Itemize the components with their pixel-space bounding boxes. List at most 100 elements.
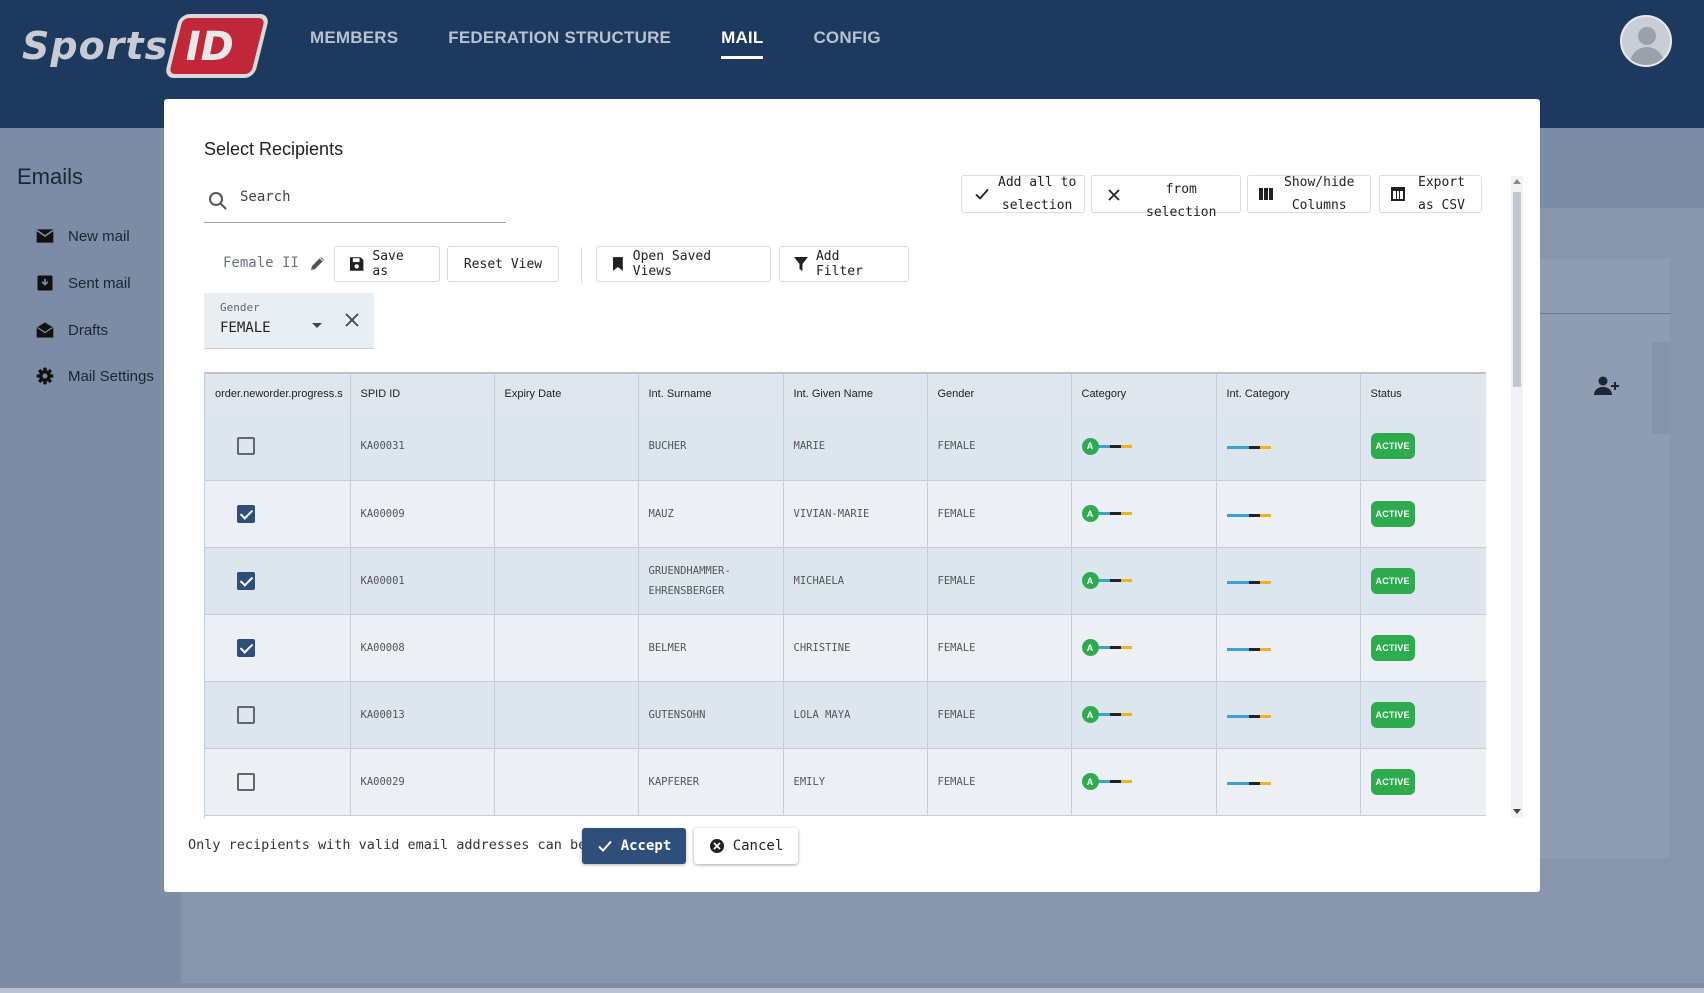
status-badge: ACTIVE [1370,634,1415,661]
remove-filter-icon[interactable] [344,312,360,328]
envelope-icon [36,229,54,243]
table-body: KA00031 BUCHER MARIE FEMALE A ACTIVE KA00009 MA… [205,413,1486,816]
column-header[interactable]: Category [1071,372,1217,413]
cell-expiry-date [494,547,639,615]
column-header[interactable]: Int. Given Name [783,372,928,413]
accept-button[interactable]: Accept [582,828,686,864]
search-field[interactable] [204,177,506,223]
dropdown-arrow-icon[interactable] [311,319,323,331]
recipients-table: order.neworder.progress.s SPID ID Expiry… [204,372,1486,818]
nav-federation-structure[interactable]: FEDERATION STRUCTURE [448,28,672,47]
row-select-checkbox[interactable] [237,705,255,724]
row-select-checkbox[interactable] [237,571,255,590]
user-avatar[interactable] [1620,15,1672,67]
filter-value: FEMALE [220,320,271,336]
table-row[interactable]: KA00031 BUCHER MARIE FEMALE A ACTIVE [205,413,1486,481]
cell-spid-id: KA00031 [350,413,495,481]
table-row[interactable]: KA00009 MAUZ VIVIAN-MARIE FEMALE A ACTIVE [205,480,1486,548]
cell-surname: GUTENSOHN [638,681,784,749]
search-input[interactable] [240,189,490,205]
cell-given-name: VIVIAN-MARIE [783,480,928,548]
category-badge: A [1081,572,1099,589]
cell-surname: BELMER [638,614,784,682]
column-header[interactable]: Int. Category [1216,372,1361,413]
status-badge: ACTIVE [1370,500,1415,527]
cell-surname: GRUENDHAMMER- EHRENSBERGER [638,547,784,615]
filter-icon [794,257,808,271]
cell-expiry-date [494,413,639,481]
sidebar-item-drafts[interactable]: Drafts [34,320,108,340]
category-indicator: A [1081,773,1132,790]
table-row[interactable]: KA00029 KAPFERER EMILY FEMALE A ACTIVE [205,748,1486,816]
row-select-checkbox[interactable] [237,772,255,791]
table-row[interactable]: KA00013 GUTENSOHN LOLA MAYA FEMALE A ACTIVE [205,681,1486,749]
cell-given-name: EMILY [783,748,928,816]
column-header[interactable]: order.neworder.progress.s [205,372,351,413]
save-as-button[interactable]: Save as [334,246,440,282]
cell-gender: FEMALE [927,748,1072,816]
column-header[interactable]: Int. Surname [638,372,784,413]
columns-icon [1259,188,1273,200]
check-icon [597,840,612,852]
selection-note: Only recipients with valid email address… [188,837,660,853]
column-header[interactable]: Status [1360,372,1486,413]
scrollbar-thumb[interactable] [1513,192,1521,387]
int-category-indicator [1226,446,1271,450]
filter-label: Gender [220,301,260,314]
check-icon [975,188,989,200]
sidebar-item-new-mail[interactable]: New mail [34,226,130,246]
category-badge: A [1081,706,1099,723]
category-indicator: A [1081,639,1132,656]
row-select-checkbox[interactable] [237,638,255,657]
int-category-indicator [1226,781,1271,785]
cell-expiry-date [494,480,639,548]
cell-gender: FEMALE [927,413,1072,481]
remove-from-selection-button[interactable]: from selection [1091,175,1241,220]
status-badge: ACTIVE [1370,701,1415,728]
show-hide-columns-button[interactable]: Show/hide Columns [1247,175,1371,213]
search-icon [209,192,227,210]
row-select-checkbox[interactable] [237,437,255,456]
nav-config[interactable]: CONFIG [813,28,881,47]
sportsid-logo[interactable]: Sports ID [22,12,270,80]
saved-view-name[interactable]: Female II [223,254,327,272]
column-header[interactable]: SPID ID [350,372,495,413]
row-select-checkbox[interactable] [237,504,255,523]
export-csv-button[interactable]: Export as CSV [1379,175,1482,213]
add-filter-button[interactable]: Add Filter [779,246,909,282]
column-header[interactable]: Gender [927,372,1072,413]
bookmark-icon [612,257,623,271]
gender-filter[interactable]: Gender FEMALE [204,293,374,349]
int-category-indicator [1226,580,1271,584]
category-badge: A [1081,773,1099,790]
logo-text: Sports [22,24,169,68]
table-row[interactable]: KA00001 GRUENDHAMMER- EHRENSBERGER MICHAELA… [205,547,1486,615]
cell-given-name: LOLA MAYA [783,681,928,749]
dialog-scrollbar[interactable] [1511,176,1523,818]
cell-spid-id: KA00001 [350,547,495,615]
drafts-icon [36,322,54,338]
category-badge: A [1081,505,1099,522]
sidebar-item-sent-mail[interactable]: Sent mail [34,273,131,293]
sidebar-item-mail-settings[interactable]: Mail Settings [34,366,154,386]
column-header[interactable]: Expiry Date [494,372,639,413]
close-icon [1108,189,1120,201]
nav-members[interactable]: MEMBERS [310,28,399,47]
cell-surname: BUCHER [638,413,784,481]
int-category-indicator [1226,513,1271,517]
cell-spid-id: KA00009 [350,480,495,548]
edit-pencil-icon[interactable] [309,254,327,272]
int-category-indicator [1226,714,1271,718]
table-row[interactable]: KA00008 BELMER CHRISTINE FEMALE A ACTIVE [205,614,1486,682]
sidebar-title: Emails [17,164,84,189]
save-icon [349,257,364,271]
open-saved-views-button[interactable]: Open Saved Views [596,246,771,282]
dialog-title: Select Recipients [204,139,344,159]
cancel-button[interactable]: Cancel [694,828,798,864]
outbox-icon [37,275,53,291]
cell-gender: FEMALE [927,480,1072,548]
nav-mail[interactable]: MAIL [721,28,764,59]
reset-view-button[interactable]: Reset View [447,246,559,282]
add-all-to-selection-button[interactable]: Add all to selection [961,175,1085,213]
